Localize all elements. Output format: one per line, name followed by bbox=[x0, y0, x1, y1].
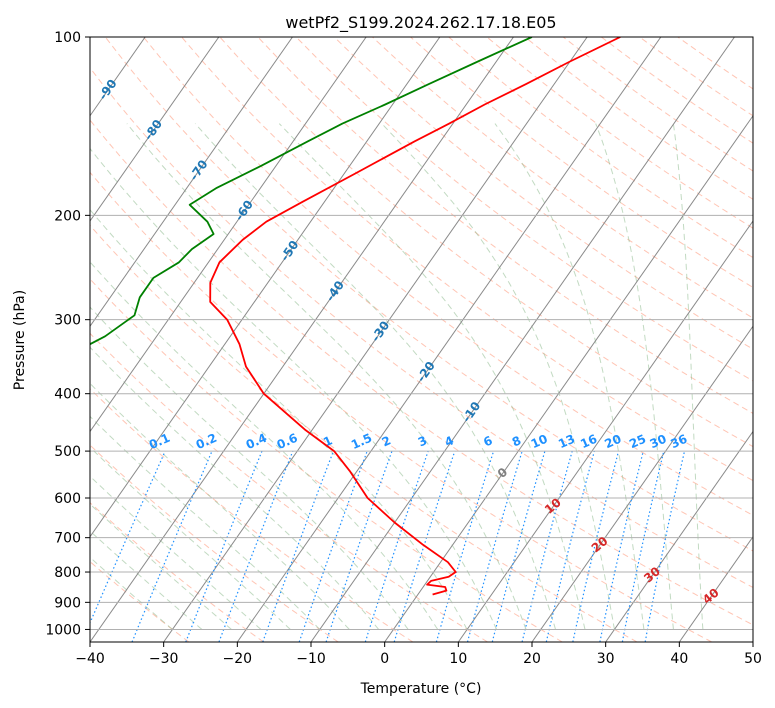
isotherm-line bbox=[236, 37, 662, 642]
mixing-ratio-line bbox=[521, 450, 573, 642]
moist-adiabat-line bbox=[90, 382, 350, 630]
dry-adiabat-line bbox=[90, 278, 563, 642]
x-tick-label: 20 bbox=[523, 651, 541, 667]
y-axis-title: Pressure (hPa) bbox=[12, 290, 28, 390]
dry-adiabat-line bbox=[90, 119, 753, 626]
y-axis: 100 200 300 400 500 600 700 800 900 1000 bbox=[45, 30, 90, 638]
dewpoint-line bbox=[90, 37, 533, 346]
isotherm-line bbox=[678, 535, 753, 642]
isotherm-line bbox=[605, 430, 753, 642]
moist-adiabat-line bbox=[90, 147, 498, 630]
isotherm-line bbox=[90, 37, 293, 328]
y-tick-label: 500 bbox=[54, 444, 81, 460]
isotherm-line bbox=[90, 37, 367, 433]
dry-adiabat-line bbox=[90, 502, 264, 642]
moist-adiabat-line bbox=[672, 123, 704, 630]
mixing-ratio-line bbox=[218, 450, 294, 642]
dry-adiabat-line bbox=[90, 67, 753, 588]
moist-adiabat-line bbox=[494, 123, 645, 630]
mixing-ratio-line bbox=[599, 450, 644, 642]
mixing-ratio-line bbox=[262, 450, 334, 642]
moist-adiabat-line bbox=[595, 123, 674, 630]
mixing-ratio-line bbox=[325, 450, 393, 642]
moist-adiabat-line bbox=[126, 123, 527, 630]
isotherm-line bbox=[90, 37, 220, 222]
y-tick-label: 300 bbox=[54, 313, 81, 329]
moist-adiabat-line bbox=[90, 346, 380, 630]
y-tick-label: 700 bbox=[54, 531, 81, 547]
dry-adiabat-line bbox=[410, 37, 753, 289]
mixing-ratio-line bbox=[572, 450, 620, 642]
mixing-ratio-line bbox=[435, 450, 495, 642]
isotherm-line bbox=[163, 37, 588, 642]
dry-adiabat-line bbox=[219, 37, 753, 448]
isotherm-line bbox=[531, 325, 753, 642]
dry-adiabat-line bbox=[143, 37, 753, 516]
chart-title: wetPf2_S199.2024.262.17.18.E05 bbox=[285, 13, 556, 33]
y-tick-label: 600 bbox=[54, 491, 81, 507]
mixing-ratio-line bbox=[545, 450, 595, 642]
x-axis-title: Temperature (°C) bbox=[360, 681, 482, 697]
profile-lines bbox=[90, 37, 621, 596]
mixing-ratio-line bbox=[185, 450, 263, 642]
moist-adiabat-line bbox=[194, 123, 556, 630]
isotherm-line bbox=[90, 37, 514, 642]
mixing-ratio-label: 10 bbox=[529, 432, 550, 452]
temperature-line bbox=[209, 37, 621, 596]
background-lines bbox=[90, 37, 753, 642]
x-axis: −40 −30 −20 −10 0 10 20 30 40 50 bbox=[75, 642, 762, 667]
moist-adiabat-line bbox=[90, 415, 321, 630]
moist-adiabat-line bbox=[381, 123, 615, 630]
dry-adiabat-line bbox=[90, 224, 638, 642]
y-tick-label: 900 bbox=[54, 595, 81, 611]
x-tick-label: 0 bbox=[380, 651, 389, 667]
mixing-ratio-line bbox=[364, 450, 429, 642]
isotherm-line bbox=[457, 220, 753, 642]
x-tick-label: −20 bbox=[223, 651, 253, 667]
y-tick-label: 1000 bbox=[45, 622, 81, 638]
mixing-ratio-label: 36 bbox=[668, 432, 689, 452]
moist-adiabat-line bbox=[90, 530, 203, 630]
mixing-ratio-line bbox=[90, 450, 166, 625]
x-tick-label: 30 bbox=[597, 651, 615, 667]
x-tick-label: 50 bbox=[744, 651, 762, 667]
mixing-ratio-line bbox=[491, 450, 546, 642]
y-tick-label: 200 bbox=[54, 208, 81, 224]
moist-adiabat-line bbox=[278, 123, 586, 630]
plot-frame bbox=[89, 36, 754, 643]
x-tick-label: −10 bbox=[296, 651, 326, 667]
x-tick-label: 10 bbox=[449, 651, 467, 667]
mixing-ratio-line bbox=[131, 450, 213, 642]
isotherm-line bbox=[384, 114, 753, 642]
dry-adiabat-line bbox=[295, 37, 753, 382]
mixing-ratio-label: 20 bbox=[602, 432, 623, 452]
mixing-ratio-label: 30 bbox=[648, 432, 669, 452]
dry-adiabat-line bbox=[257, 37, 753, 414]
mixing-ratio-label: 16 bbox=[578, 432, 599, 452]
y-tick-label: 100 bbox=[54, 30, 81, 46]
dry-adiabat-line bbox=[104, 37, 753, 552]
x-tick-label: 40 bbox=[670, 651, 688, 667]
mixing-ratio-line bbox=[466, 450, 523, 642]
x-tick-label: −40 bbox=[75, 651, 105, 667]
y-tick-label: 400 bbox=[54, 387, 81, 403]
dry-adiabat-line bbox=[90, 332, 488, 642]
moist-adiabat-line bbox=[90, 306, 409, 630]
moist-adiabat-line bbox=[90, 503, 232, 630]
dry-adiabat-line bbox=[90, 171, 712, 642]
y-tick-label: 800 bbox=[54, 565, 81, 581]
isotherm-line bbox=[90, 37, 441, 538]
isotherm-line bbox=[310, 37, 735, 642]
x-tick-label: −30 bbox=[149, 651, 179, 667]
mixing-ratio-label: 25 bbox=[627, 432, 648, 452]
moist-adiabat-line bbox=[90, 208, 468, 630]
mixing-ratio-line bbox=[393, 450, 456, 642]
mixing-ratio-label: 13 bbox=[556, 432, 577, 452]
mixing-ratio-line bbox=[298, 450, 368, 642]
